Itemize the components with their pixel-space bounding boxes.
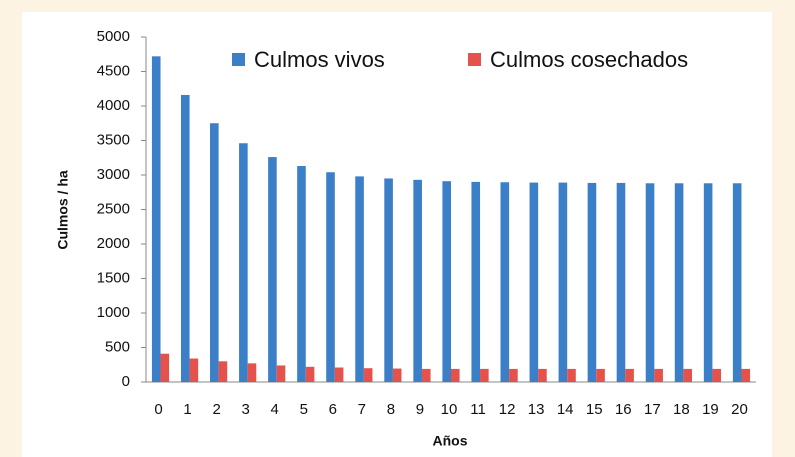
bar xyxy=(500,182,510,382)
bar xyxy=(625,368,634,382)
bar xyxy=(421,368,431,382)
bar xyxy=(712,368,722,382)
x-tick-label: 5 xyxy=(300,401,308,418)
y-tick-label: 4500 xyxy=(97,62,130,79)
bar xyxy=(210,123,219,382)
bar xyxy=(151,56,161,382)
y-tick-label: 0 xyxy=(122,373,130,390)
bar xyxy=(326,172,335,382)
y-tick-label: 500 xyxy=(105,338,130,355)
bar xyxy=(180,94,190,383)
y-tick-label: 1500 xyxy=(97,269,130,286)
bar xyxy=(703,183,713,382)
bar xyxy=(363,368,373,382)
bar xyxy=(442,181,451,382)
bar xyxy=(413,179,422,382)
bar xyxy=(674,183,684,382)
legend-label: Culmos vivos xyxy=(254,47,385,72)
x-tick-label: 6 xyxy=(329,401,337,418)
x-tick-label: 18 xyxy=(673,401,690,418)
y-tick-label: 1000 xyxy=(97,304,130,321)
panel xyxy=(22,12,772,457)
bar xyxy=(732,183,742,382)
x-tick-label: 7 xyxy=(358,401,366,418)
y-tick-label: 5000 xyxy=(97,28,130,45)
legend-swatch xyxy=(468,53,481,66)
x-tick-label: 17 xyxy=(644,401,661,418)
bar xyxy=(451,368,460,382)
bar xyxy=(471,181,481,382)
bar xyxy=(509,368,518,382)
bar xyxy=(334,367,344,382)
y-tick-label: 3500 xyxy=(97,131,130,148)
y-tick-label: 2500 xyxy=(97,200,130,217)
bar xyxy=(392,368,402,382)
x-tick-label: 1 xyxy=(183,401,191,418)
bar xyxy=(654,368,663,382)
bar xyxy=(596,368,605,382)
bar xyxy=(247,363,257,382)
x-tick-label: 13 xyxy=(528,401,545,418)
bar xyxy=(218,361,228,382)
legend-label: Culmos cosechados xyxy=(490,47,688,72)
x-tick-label: 10 xyxy=(441,401,458,418)
bar xyxy=(297,166,306,382)
x-tick-label: 14 xyxy=(557,401,574,418)
bar xyxy=(480,368,489,382)
y-tick-label: 3000 xyxy=(97,166,130,183)
bar xyxy=(538,368,547,382)
bar xyxy=(683,368,692,382)
x-axis-label: Años xyxy=(433,433,468,449)
y-tick-label: 2000 xyxy=(97,235,130,252)
x-tick-label: 12 xyxy=(499,401,516,418)
x-tick-label: 15 xyxy=(586,401,603,418)
bar xyxy=(160,353,170,382)
x-tick-label: 11 xyxy=(470,401,486,418)
bar xyxy=(239,143,248,382)
x-tick-label: 4 xyxy=(271,401,279,418)
bar xyxy=(567,368,576,382)
legend-swatch xyxy=(232,53,245,66)
y-axis-label: Culmos / ha xyxy=(55,170,71,250)
x-tick-label: 3 xyxy=(241,401,249,418)
bar xyxy=(741,368,751,382)
x-tick-label: 9 xyxy=(416,401,424,418)
bar xyxy=(558,182,568,382)
bar xyxy=(645,183,655,382)
bar xyxy=(268,157,277,382)
bar xyxy=(276,365,286,382)
bar xyxy=(384,178,393,382)
x-tick-label: 20 xyxy=(731,401,748,418)
bar xyxy=(616,182,626,382)
x-tick-label: 0 xyxy=(154,401,162,418)
bar xyxy=(189,358,199,382)
x-tick-label: 16 xyxy=(615,401,632,418)
bar xyxy=(355,176,364,382)
bar xyxy=(529,182,539,382)
bar xyxy=(587,182,597,382)
x-tick-label: 8 xyxy=(387,401,395,418)
bar xyxy=(305,366,315,382)
y-tick-label: 4000 xyxy=(97,97,130,114)
x-tick-label: 19 xyxy=(702,401,719,418)
x-tick-label: 2 xyxy=(212,401,220,418)
